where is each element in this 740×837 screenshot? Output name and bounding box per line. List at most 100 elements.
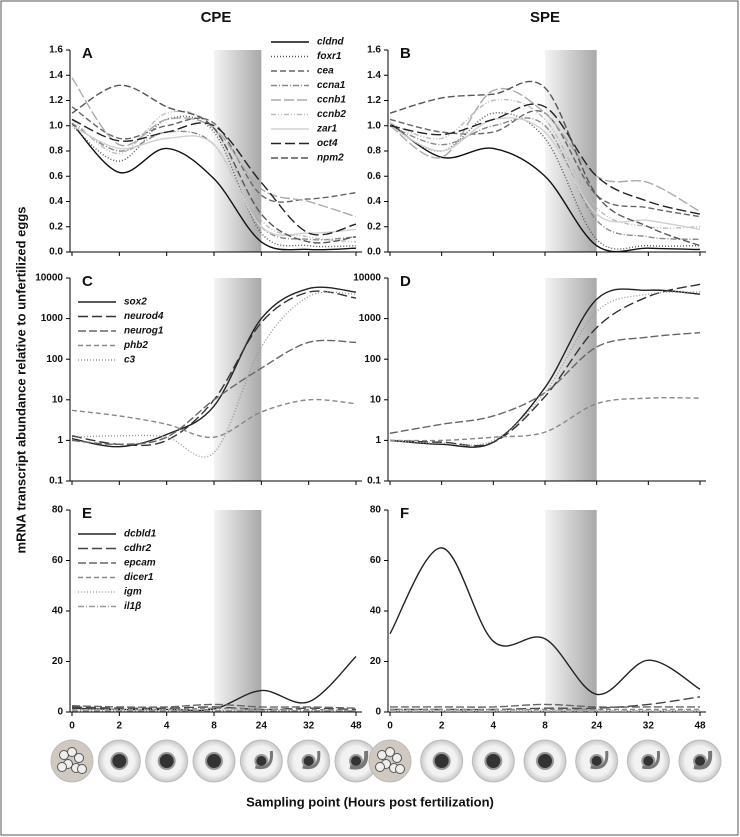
series-line (389, 110, 701, 218)
y-tick-label: 0.1 (367, 476, 381, 487)
series-line (389, 288, 701, 448)
series-line (71, 125, 357, 236)
x-axis-label: Sampling point (Hours post fertilization… (246, 794, 494, 809)
series-line (389, 283, 701, 447)
column-title: CPE (201, 9, 232, 26)
panel-label: C (82, 273, 93, 290)
egg (395, 764, 405, 774)
y-tick-label: 80 (52, 505, 64, 516)
legend-label: neurog1 (124, 326, 164, 337)
egg (74, 753, 84, 763)
series-line (71, 398, 357, 439)
y-tick-label: 1 (57, 435, 63, 446)
egg (392, 753, 402, 763)
series-line (389, 87, 701, 213)
legend-label: dcbld1 (124, 529, 157, 540)
y-tick-label: 1000 (41, 313, 64, 324)
legend-label: zar1 (316, 124, 337, 135)
legend-label: phb2 (123, 340, 148, 351)
series-line (389, 117, 701, 230)
series-line (389, 397, 701, 442)
legend-label: il1β (124, 601, 141, 612)
y-tick-label: 40 (52, 606, 64, 617)
y-tick-label: 1.6 (367, 45, 381, 56)
y-tick-label: 0.4 (49, 196, 63, 207)
legend-label: npm2 (317, 153, 344, 164)
y-tick-label: 0.1 (49, 476, 63, 487)
y-tick-label: 20 (370, 656, 382, 667)
egg (77, 764, 87, 774)
y-tick-label: 1.0 (367, 120, 381, 131)
legend-label: cldnd (317, 37, 345, 48)
series-line (71, 122, 357, 251)
legend-label: oct4 (317, 138, 338, 149)
y-tick-label: 1.6 (49, 45, 63, 56)
highlight-band (545, 510, 597, 712)
x-tick-label: 4 (491, 721, 497, 732)
embryo-yolk (432, 752, 451, 770)
series-line (389, 98, 701, 229)
series-line (389, 331, 701, 434)
y-tick-label: 1.2 (49, 95, 63, 106)
y-tick-label: 60 (370, 555, 382, 566)
embryo-body (642, 750, 661, 770)
legend-label: c3 (124, 355, 136, 366)
y-tick-label: 1.0 (49, 120, 63, 131)
y-tick-label: 10000 (35, 273, 63, 284)
embryo-body (255, 750, 274, 770)
x-tick-label: 24 (591, 721, 603, 732)
y-tick-label: 0.8 (49, 146, 63, 157)
y-axis-label: mRNA transcript abundance relative to un… (13, 207, 28, 554)
y-tick-label: 1000 (359, 313, 382, 324)
legend-label: igm (124, 587, 142, 598)
legend-label: ccnb2 (317, 109, 346, 120)
series-line (389, 103, 701, 215)
highlight-band (214, 510, 262, 712)
x-tick-label: 0 (69, 721, 75, 732)
y-tick-label: 60 (52, 555, 64, 566)
embryo-body (590, 750, 609, 770)
egg (385, 747, 395, 757)
x-tick-label: 2 (439, 721, 445, 732)
series-line (71, 110, 357, 243)
series-line (389, 112, 701, 250)
y-tick-label: 0 (57, 707, 63, 718)
series-line (389, 291, 701, 446)
series-line (389, 117, 701, 241)
series-line (71, 286, 357, 448)
series-line (389, 122, 701, 253)
panel-label: E (82, 505, 92, 522)
y-tick-label: 10000 (353, 273, 381, 284)
x-tick-label: 2 (117, 721, 123, 732)
y-tick-label: 0.0 (49, 247, 63, 258)
series-line (389, 547, 701, 696)
y-tick-label: 40 (370, 606, 382, 617)
y-tick-label: 100 (46, 354, 63, 365)
y-tick-label: 80 (370, 505, 382, 516)
highlight-band (545, 278, 597, 481)
series-line (71, 106, 357, 203)
x-tick-label: 32 (303, 721, 315, 732)
x-tick-label: 0 (387, 721, 393, 732)
legend-label: foxr1 (317, 51, 342, 62)
legend-label: neurod4 (124, 311, 164, 322)
series-line (71, 707, 357, 712)
series-line (71, 118, 357, 236)
highlight-band (214, 278, 262, 481)
x-tick-label: 48 (350, 721, 362, 732)
panel-label: D (400, 273, 411, 290)
y-tick-label: 1 (375, 435, 381, 446)
series-line (71, 706, 357, 711)
panel-label: F (400, 505, 409, 522)
y-tick-label: 0.4 (367, 196, 381, 207)
y-tick-label: 1.4 (49, 70, 63, 81)
y-tick-label: 0.6 (367, 171, 381, 182)
y-tick-label: 10 (370, 394, 382, 405)
column-title: SPE (530, 9, 560, 26)
legend-label: ccnb1 (317, 95, 346, 106)
panel-label: A (82, 45, 93, 62)
embryo-body (693, 750, 713, 770)
series-line (389, 80, 701, 247)
panel-label: B (400, 45, 411, 62)
x-tick-label: 4 (164, 721, 170, 732)
